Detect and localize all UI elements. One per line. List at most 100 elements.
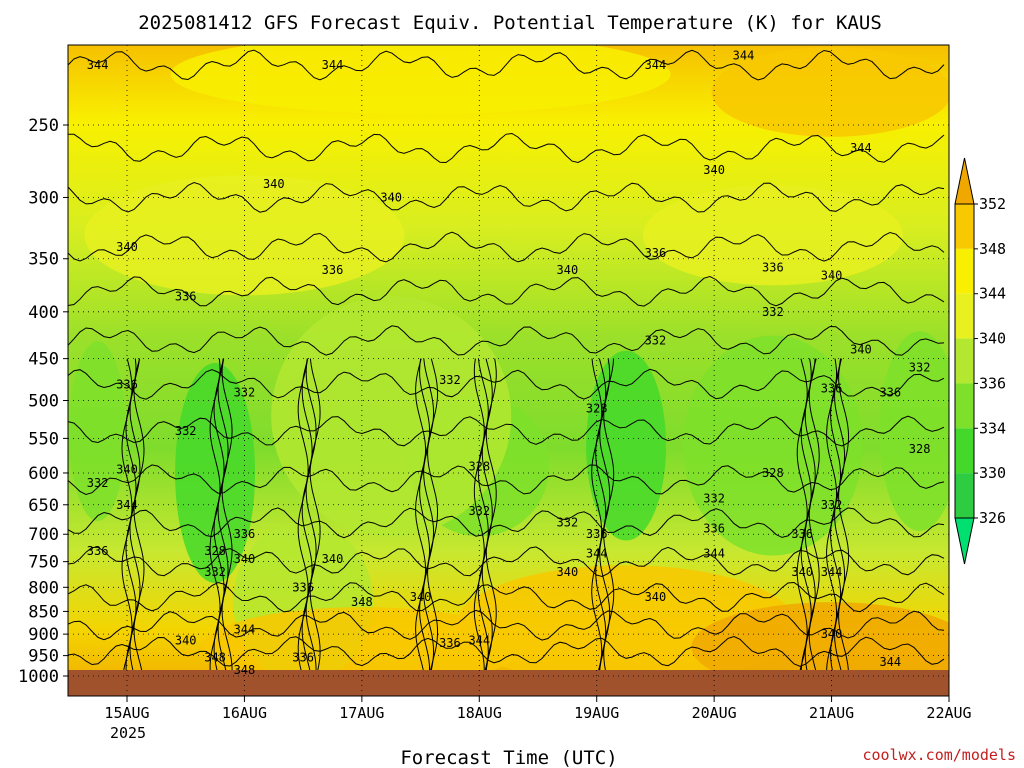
field-region: [879, 331, 949, 532]
colorbar-segment: [955, 428, 974, 474]
colorbar-label: 344: [979, 285, 1006, 303]
y-tick-label: 800: [28, 578, 59, 598]
contour-line: [68, 325, 945, 356]
contour-lines: [68, 49, 945, 671]
contour-line: [599, 358, 611, 671]
colorbar-segment: [955, 338, 974, 384]
year-label: 2025: [110, 724, 146, 742]
time-axis: 15AUG 16AUG 17AUG 18AUG 19AUG 20AUG 21AUG 22AUG: [104, 696, 972, 722]
contour-line: [217, 358, 229, 671]
contour-line: [427, 358, 439, 671]
colorbar-label: 352: [979, 195, 1006, 213]
contour-line: [133, 358, 145, 671]
contour-label: 340: [557, 263, 579, 277]
contour-label: 336: [175, 290, 197, 304]
colorbar-label: 340: [979, 330, 1006, 348]
contour-label: 332: [234, 385, 256, 399]
contour-label: 332: [468, 504, 490, 518]
contour-line: [591, 358, 603, 671]
colorbar-label: 330: [979, 464, 1006, 482]
colorbar-underflow-triangle: [954, 517, 975, 565]
contour-label: 332: [645, 334, 667, 348]
contour-label: 344: [234, 623, 256, 637]
field-region: [69, 341, 126, 522]
x-tick-label: 22AUG: [926, 704, 971, 722]
colorbar-segment: [955, 383, 974, 429]
contour-line: [485, 358, 497, 671]
contour-label: 328: [909, 442, 931, 456]
field-features: [69, 45, 949, 693]
field-region: [175, 362, 256, 583]
contour-label: 340: [263, 177, 285, 191]
contour-line: [830, 358, 842, 671]
field-region: [682, 335, 863, 556]
x-tick-label: 21AUG: [809, 704, 854, 722]
contour-label: 344: [821, 565, 843, 579]
contour-label: 340: [380, 190, 402, 204]
colorbar-label: 334: [979, 419, 1006, 437]
contour-label: 348: [351, 595, 373, 609]
ground-below-surface: [68, 670, 949, 696]
y-tick-label: 550: [28, 429, 59, 449]
contour-label: 332: [175, 424, 197, 438]
colorbar-segment: [955, 473, 974, 518]
x-tick-label: 19AUG: [574, 704, 619, 722]
contour-label: 336: [116, 377, 138, 391]
contour-label: 344: [322, 58, 344, 72]
contour-line: [481, 358, 493, 671]
contour-label: 332: [821, 498, 843, 512]
contour-line: [423, 358, 435, 671]
y-tick-label: 400: [28, 303, 59, 323]
contour-label: 348: [234, 663, 256, 677]
contour-label: 344: [116, 498, 138, 512]
contour-line: [68, 181, 945, 213]
contour-label: 340: [116, 463, 138, 477]
colorbar-overflow-triangle: [954, 157, 975, 205]
contour-label: 340: [322, 552, 344, 566]
y-tick-label: 850: [28, 602, 59, 622]
contour-line: [68, 231, 945, 263]
y-tick-label: 650: [28, 496, 59, 516]
contour-line: [415, 358, 427, 671]
pressure-axis: 250 300 350 400 450 500 550 600 650 700 750 800 850 9…: [18, 116, 68, 687]
contour-line: [473, 358, 485, 671]
contour-label: 328: [762, 466, 784, 480]
contour-line: [68, 275, 945, 307]
contour-label: 332: [204, 565, 226, 579]
contour-label: 332: [439, 373, 461, 387]
contour-line: [68, 368, 945, 400]
contour-line: [603, 358, 615, 671]
x-axis-label: Forecast Time (UTC): [400, 747, 617, 768]
contour-label: 340: [791, 565, 813, 579]
contour-line: [221, 358, 233, 671]
contour-label: 340: [175, 634, 197, 648]
y-tick-label: 950: [28, 647, 59, 667]
contour-label: 336: [292, 651, 314, 665]
plot-frame: [67, 44, 950, 697]
contour-line: [477, 358, 489, 671]
contour-line: [301, 358, 313, 671]
contour-line: [309, 358, 321, 671]
contour-line: [804, 358, 816, 671]
contour-label: 332: [909, 360, 931, 374]
contour-label: 344: [586, 547, 608, 561]
y-tick-label: 250: [28, 116, 59, 136]
contour-label: 340: [821, 627, 843, 641]
field-region: [711, 46, 949, 137]
contour-label: 340: [645, 590, 667, 604]
colorbar-label: 326: [979, 509, 1006, 527]
field-region: [271, 296, 512, 537]
contour-label: 340: [116, 240, 138, 254]
chart-title: 2025081412 GFS Forecast Equiv. Potential…: [138, 12, 882, 34]
contour-line: [68, 132, 945, 164]
y-tick-label: 750: [28, 553, 59, 573]
contour-line: [68, 546, 945, 578]
contour-label: 336: [292, 580, 314, 594]
gridlines: [68, 45, 949, 696]
contour-label: 336: [586, 527, 608, 541]
contour-label: 340: [703, 163, 725, 177]
y-tick-label: 450: [28, 350, 59, 370]
contour-line: [68, 49, 945, 81]
contour-line: [419, 358, 431, 671]
